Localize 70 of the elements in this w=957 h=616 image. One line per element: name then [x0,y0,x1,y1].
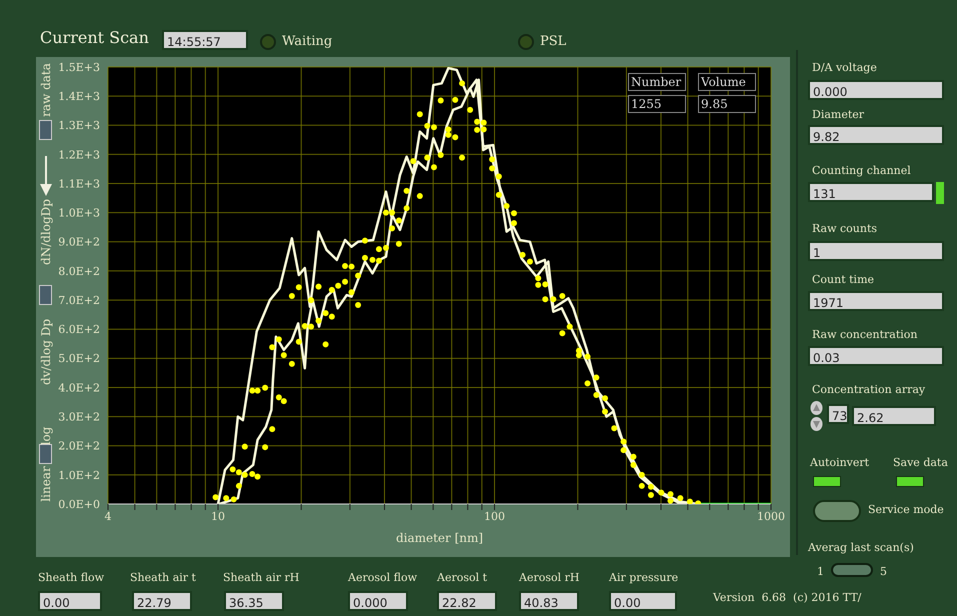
x-tick-label: 1000 [757,510,785,523]
text: Counting channel [812,164,911,177]
text: 1 [808,241,944,261]
x-axis-title: diameter [nm] [396,531,484,545]
text: 22.79 [132,591,192,611]
y-tick-label: 0.0E+0 [58,498,100,511]
text: Sheath air t [130,571,196,584]
text: Service mode [868,503,944,516]
text: 40.83 [519,591,579,611]
text: Aerosol rH [519,571,580,584]
x-tick-label: 4 [104,510,112,523]
text: 2.62 [852,406,936,426]
text: 0.00 [609,591,677,611]
y-tick-label: 8.0E+2 [58,264,100,278]
text: 131 [808,182,934,202]
text: Air pressure [609,571,678,584]
y-tick-label: 1.1E+3 [58,177,100,190]
y-tick-label: 1.0E+3 [58,206,100,220]
text: Autoinvert [810,456,870,469]
text: 0.000 [348,591,408,611]
text: Diameter [812,108,864,121]
text: Count time [812,273,874,286]
text: Aerosol flow [348,571,417,584]
text: Raw counts [812,222,878,235]
annotation: 1255 [628,95,686,113]
text: 5 [880,565,887,578]
y-tick-label: 1.5E+3 [58,60,100,74]
y-tick-label: 4.0E+2 [58,381,100,394]
annotation: Volume [698,73,756,91]
text: 0.03 [808,346,944,366]
text: Waiting [282,34,332,49]
text: 9.82 [808,125,944,145]
text: raw data [39,63,53,117]
text: Version 6.68 (c) 2016 TT/ [713,591,862,604]
text: linear [39,466,53,502]
annotation: Number [628,73,686,91]
text: dN/dlogDp [39,199,53,265]
chart-title: Current Scan [40,28,149,47]
text: Save data [893,456,948,469]
y-tick-label: 9.0E+2 [58,236,100,249]
text: Aerosol t [437,571,488,584]
y-tick-label: 7.0E+2 [58,294,100,307]
y-tick-label: 1.0E+2 [58,468,100,482]
y-tick-label: 6.0E+2 [58,323,100,336]
text: 14:55:57 [162,30,248,50]
y-tick-label: 2.0E+2 [58,440,100,453]
x-tick-label: 100 [484,510,506,523]
text: Averag last scan(s) [808,541,914,554]
y-tick-label: 1.2E+3 [58,148,100,162]
annotation: 9.85 [698,95,756,113]
text: D/A voltage [812,61,877,74]
text: 73 [827,404,849,424]
text: log [39,426,53,446]
x-tick-label: 10 [211,510,226,523]
text: Raw concentration [812,328,918,341]
text: Concentration array [812,383,926,396]
text: dv/dlog Dp [39,318,53,386]
text: 36.35 [224,591,284,611]
text: Sheath flow [38,571,104,584]
y-tick-label: 5.0E+2 [58,352,100,366]
y-tick-label: 1.3E+3 [58,119,100,132]
text: 1971 [808,291,944,311]
text: 1 [817,565,824,578]
y-tick-label: 1.4E+3 [58,90,100,104]
y-tick-label: 3.0E+2 [58,410,100,424]
text: Sheath air rH [223,571,300,584]
text: 22.82 [437,591,497,611]
text: PSL [540,34,566,49]
text: 0.00 [38,591,102,611]
text: 0.000 [808,80,944,100]
